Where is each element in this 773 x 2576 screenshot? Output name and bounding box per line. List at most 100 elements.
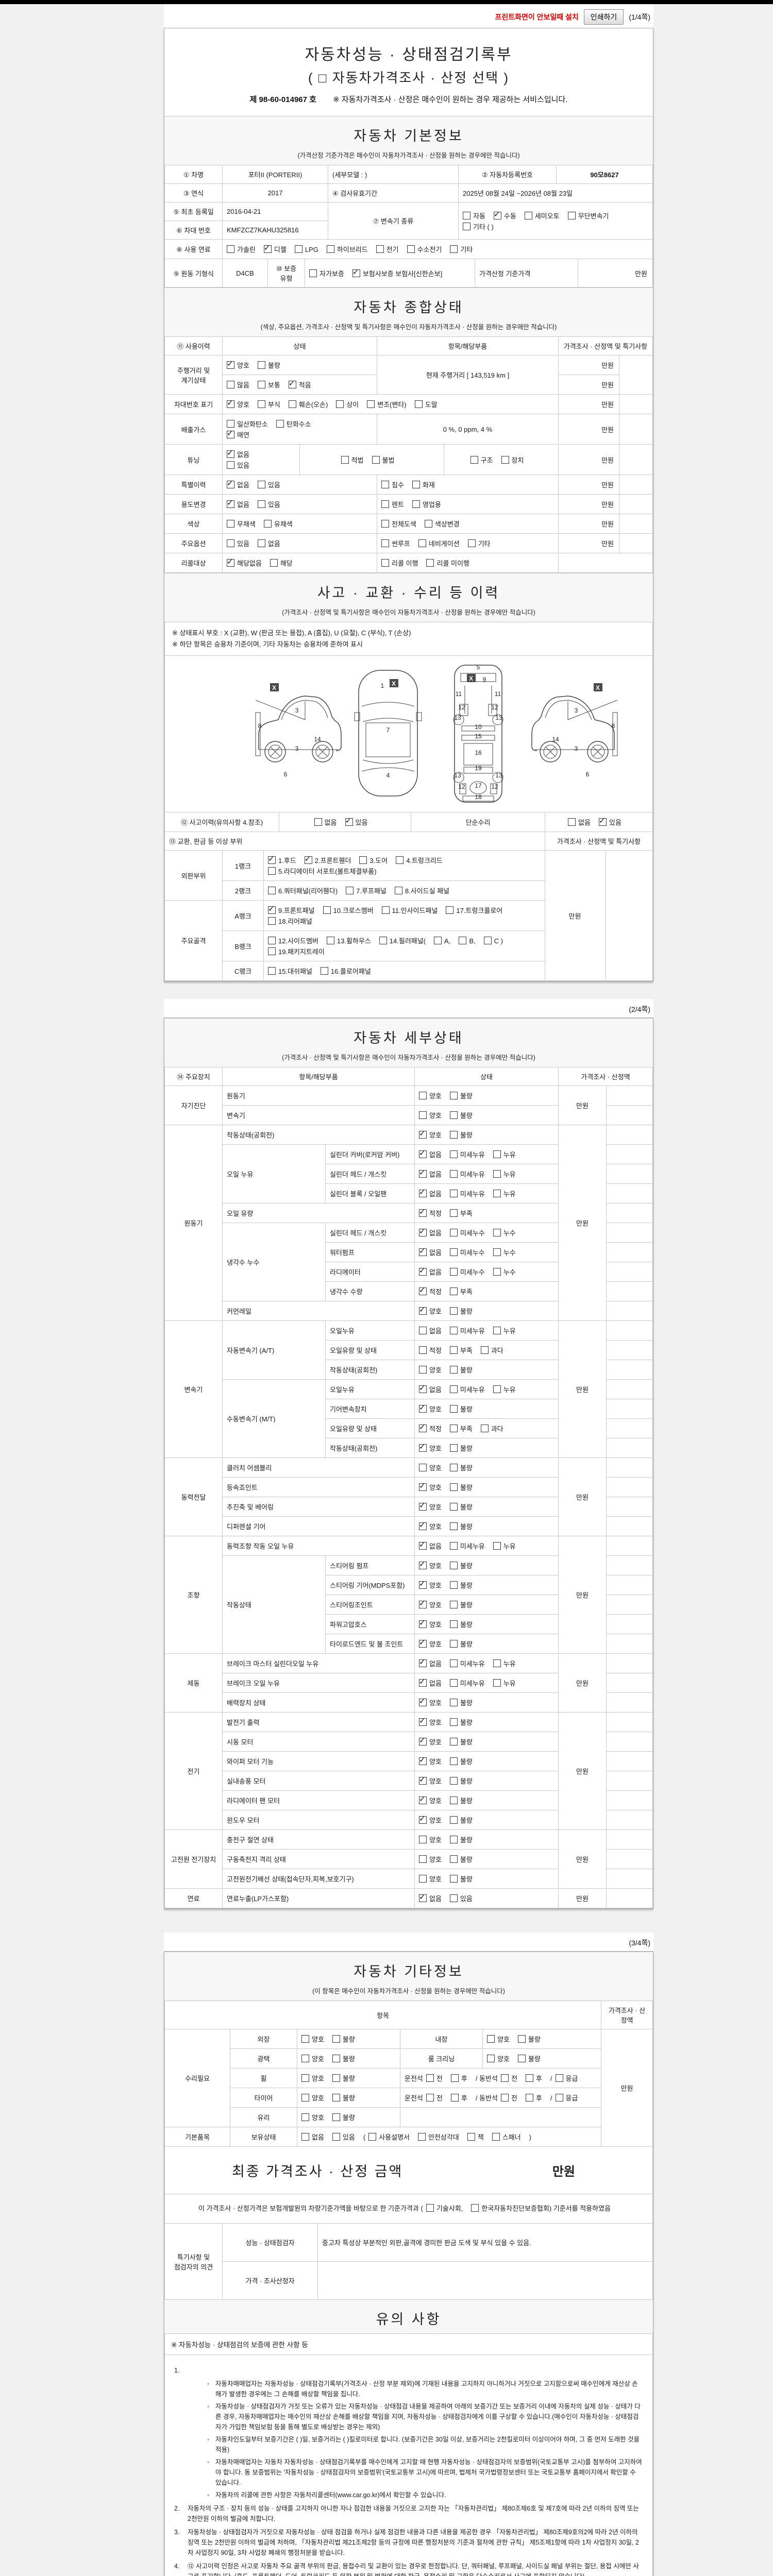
checkbox-option[interactable]: 12.사이드멤버 bbox=[268, 935, 318, 946]
checkbox-option[interactable]: 불량 bbox=[517, 2033, 541, 2044]
checkbox-option[interactable]: 없음 bbox=[419, 1168, 442, 1179]
checkbox-option[interactable]: 양호 bbox=[301, 2092, 324, 2103]
checkbox-option[interactable]: 불량 bbox=[449, 1854, 473, 1865]
checkbox-option[interactable]: 탄화수소 bbox=[276, 418, 311, 429]
checkbox-option[interactable]: 양호 bbox=[419, 1560, 442, 1571]
checkbox-option[interactable]: 양호 bbox=[227, 359, 249, 370]
checkbox-option[interactable]: 디젤 bbox=[263, 243, 287, 255]
checkbox-option[interactable]: 불량 bbox=[449, 1697, 473, 1708]
checkbox-option[interactable]: 리콜 미이행 bbox=[426, 557, 469, 568]
checkbox-option[interactable]: 응급 bbox=[555, 2073, 578, 2083]
checkbox-option[interactable]: 양호 bbox=[419, 1110, 442, 1121]
checkbox-option[interactable]: 상이 bbox=[336, 399, 359, 410]
checkbox-option[interactable]: 안전삼각대 bbox=[418, 2131, 459, 2142]
checkbox-option[interactable]: 부족 bbox=[449, 1208, 473, 1218]
checkbox-option[interactable]: 13.휠하우스 bbox=[326, 935, 371, 946]
checkbox-option[interactable]: 침수 bbox=[381, 479, 404, 490]
checkbox-option[interactable]: 4.트렁크리드 bbox=[396, 855, 443, 866]
checkbox-option[interactable]: 있음 bbox=[227, 538, 249, 549]
checkbox-option[interactable]: 양호 bbox=[419, 1638, 442, 1649]
checkbox-option[interactable]: 있음 bbox=[227, 460, 249, 470]
checkbox-option[interactable]: 리콜 이행 bbox=[381, 557, 418, 568]
checkbox-option[interactable]: 양호 bbox=[419, 1442, 442, 1453]
checkbox-option[interactable]: 없음 bbox=[419, 1325, 442, 1336]
checkbox-option[interactable]: 적정 bbox=[419, 1207, 442, 1218]
checkbox-option[interactable]: 장치 bbox=[501, 454, 524, 465]
checkbox-option[interactable]: 없음 bbox=[419, 1383, 442, 1395]
checkbox-option[interactable]: 불량 bbox=[449, 1403, 473, 1414]
print-button[interactable]: 인쇄하기 bbox=[583, 9, 624, 25]
checkbox-option[interactable]: 양호 bbox=[419, 1736, 442, 1747]
checkbox-option[interactable]: 불량 bbox=[449, 1756, 473, 1767]
checkbox-option[interactable]: 불량 bbox=[449, 1736, 473, 1747]
checkbox-option[interactable]: LPG bbox=[294, 245, 318, 254]
checkbox-option[interactable]: 양호 bbox=[419, 1520, 442, 1532]
checkbox-option[interactable]: 양호 bbox=[487, 2053, 510, 2064]
checkbox-option[interactable]: 미세누유 bbox=[449, 1677, 485, 1688]
checkbox-option[interactable]: 없음 bbox=[301, 2131, 324, 2142]
checkbox-option[interactable]: 없음 bbox=[419, 1188, 442, 1199]
checkbox-option[interactable]: 양호 bbox=[419, 1462, 442, 1473]
checkbox-option[interactable]: 불법 bbox=[372, 454, 394, 465]
checkbox-option[interactable]: 있음 bbox=[257, 499, 280, 510]
checkbox-option[interactable]: 양호 bbox=[419, 1364, 442, 1375]
checkbox-option[interactable]: 변조(변타) bbox=[367, 399, 407, 410]
checkbox-option[interactable]: 양호 bbox=[419, 1775, 442, 1786]
checkbox-option[interactable]: 부족 bbox=[449, 1423, 473, 1434]
checkbox-option[interactable]: 양호 bbox=[419, 1599, 442, 1610]
print-install-hint-link[interactable]: 프린트화면이 안보일때 설치 bbox=[495, 13, 579, 21]
checkbox-option[interactable]: 불량 bbox=[449, 1521, 473, 1532]
checkbox-option[interactable]: 9.프론트패널 bbox=[268, 904, 315, 916]
checkbox-option[interactable]: 불량 bbox=[449, 1795, 473, 1806]
checkbox-option[interactable]: 불량 bbox=[449, 1501, 473, 1512]
checkbox-option[interactable]: 양호 bbox=[419, 1501, 442, 1512]
checkbox-option[interactable]: 보통 bbox=[257, 379, 280, 390]
checkbox-option[interactable]: 적정 bbox=[419, 1345, 442, 1355]
checkbox-option[interactable]: 1.후드 bbox=[268, 854, 296, 866]
checkbox-option[interactable]: 적정 bbox=[419, 1285, 442, 1297]
checkbox-option[interactable]: 양호 bbox=[301, 2053, 324, 2064]
checkbox-option[interactable]: 양호 bbox=[419, 1618, 442, 1630]
checkbox-option[interactable]: 양호 bbox=[419, 1834, 442, 1845]
checkbox-option[interactable]: 불량 bbox=[449, 1443, 473, 1453]
checkbox-option[interactable]: 불량 bbox=[449, 1482, 473, 1493]
checkbox-option[interactable]: 7.루프패널 bbox=[346, 885, 386, 896]
checkbox-option[interactable]: 누유 bbox=[493, 1677, 516, 1688]
checkbox-option[interactable]: 많음 bbox=[227, 379, 249, 390]
checkbox-option[interactable]: 한국자동차진단보증협회) 기준서를 적용하였음 bbox=[471, 2202, 611, 2215]
checkbox-option[interactable]: 사용설명서 bbox=[368, 2131, 410, 2142]
checkbox-option[interactable]: 불량 bbox=[332, 2033, 355, 2044]
checkbox-option[interactable]: 기술사회, bbox=[426, 2202, 463, 2215]
checkbox-option[interactable]: 부식 bbox=[257, 399, 280, 410]
checkbox-option[interactable]: 없음 bbox=[568, 817, 591, 827]
checkbox-option[interactable]: 10.크로스멤버 bbox=[323, 905, 374, 916]
checkbox-option[interactable]: 불량 bbox=[449, 1090, 473, 1101]
checkbox-option[interactable]: 양호 bbox=[419, 1873, 442, 1884]
checkbox-option[interactable]: 양호 bbox=[419, 1579, 442, 1590]
checkbox-option[interactable]: 매연 bbox=[227, 429, 249, 440]
checkbox-option[interactable]: 있음 bbox=[345, 816, 367, 827]
checkbox-option[interactable]: 양호 bbox=[419, 1716, 442, 1727]
checkbox-option[interactable]: 적법 bbox=[341, 454, 364, 465]
checkbox-option[interactable]: 기타 ( ) bbox=[463, 221, 494, 232]
checkbox-option[interactable]: 불량 bbox=[332, 2073, 355, 2083]
checkbox-option[interactable]: 전 bbox=[500, 2092, 517, 2103]
checkbox-option[interactable]: 불량 bbox=[449, 1599, 473, 1610]
checkbox-option[interactable]: 미세누유 bbox=[449, 1384, 485, 1395]
checkbox-option[interactable]: 미세누유 bbox=[449, 1325, 485, 1336]
checkbox-option[interactable]: 미세누유 bbox=[449, 1540, 485, 1551]
checkbox-option[interactable]: 네비게이션 bbox=[418, 538, 460, 549]
checkbox-option[interactable]: 화재 bbox=[412, 479, 435, 490]
checkbox-option[interactable]: 유채색 bbox=[263, 518, 293, 529]
checkbox-option[interactable]: 불량 bbox=[449, 1364, 473, 1375]
checkbox-option[interactable]: 부족 bbox=[449, 1286, 473, 1297]
checkbox-option[interactable]: 미세누유 bbox=[449, 1188, 485, 1199]
checkbox-option[interactable]: 불량 bbox=[449, 1462, 473, 1473]
checkbox-option[interactable]: 후 bbox=[450, 2092, 467, 2103]
checkbox-option[interactable]: 양호 bbox=[419, 1090, 442, 1101]
checkbox-option[interactable]: 무채색 bbox=[227, 518, 256, 529]
checkbox-option[interactable]: 없음 bbox=[257, 538, 280, 549]
checkbox-option[interactable]: 불량 bbox=[449, 1638, 473, 1649]
checkbox-option[interactable]: 불량 bbox=[449, 1560, 473, 1571]
checkbox-option[interactable]: 누유 bbox=[493, 1540, 516, 1551]
